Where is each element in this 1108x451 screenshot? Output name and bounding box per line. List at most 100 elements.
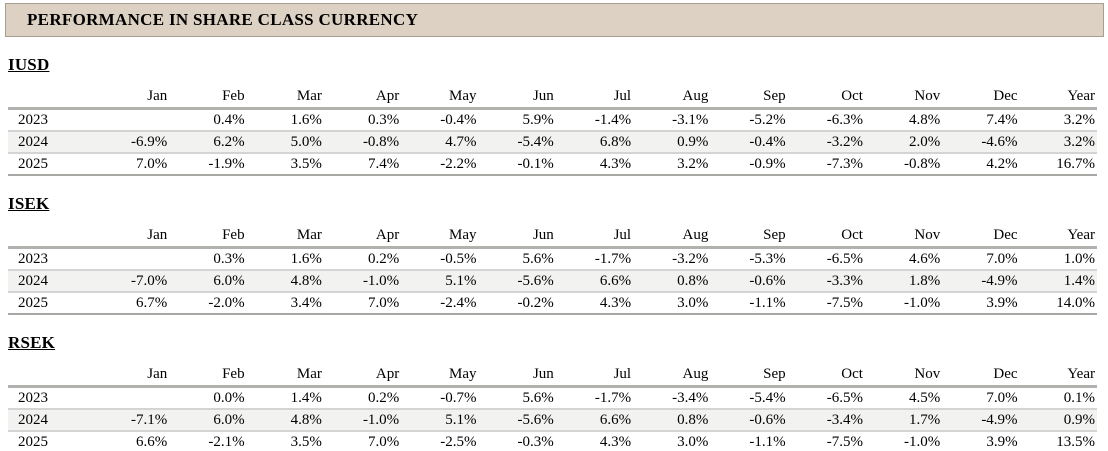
performance-value: -7.5% <box>826 434 863 450</box>
performance-value: -3.4% <box>672 390 709 406</box>
performance-value: -1.7% <box>594 390 632 406</box>
performance-value: 6.0% <box>213 273 245 289</box>
page-title: PERFORMANCE IN SHARE CLASS CURRENCY <box>27 10 419 29</box>
performance-value: -1.0% <box>362 412 400 428</box>
month-column-header: May <box>401 366 479 388</box>
year-row: 2023 0.3% 1.6% 0.2% -0.5% 5.6% -1.7% -3.2% -5.3%… <box>8 248 1097 271</box>
performance-value: -2.1% <box>208 434 245 450</box>
performance-table: Jan Feb Mar Apr May Jun Jul Aug Sep Oct Nov Dec Year… <box>8 366 1097 451</box>
performance-value: -1.0% <box>904 434 941 450</box>
share-class-title: RSEK <box>8 333 56 352</box>
performance-value: 5.1% <box>445 273 477 289</box>
performance-value: -4.9% <box>981 412 1018 428</box>
performance-value: -7.5% <box>826 295 863 311</box>
performance-value: -4.9% <box>981 273 1018 289</box>
year-row: 2024 -7.0% 6.0% 4.8% -1.0% 5.1% -5.6% 6.6% 0.8% -… <box>8 270 1097 292</box>
performance-value: 6.2% <box>213 134 245 150</box>
performance-value: -0.2% <box>517 295 554 311</box>
performance-value: 5.6% <box>522 251 554 267</box>
year-label: 2025 <box>18 434 48 450</box>
performance-value: 0.3% <box>367 112 400 128</box>
month-column-header: Jul <box>555 227 634 249</box>
performance-value: -3.3% <box>826 273 863 289</box>
performance-value: -0.3% <box>517 434 554 450</box>
row-label-corner-cell <box>8 88 92 110</box>
month-column-header: Apr <box>323 88 402 110</box>
performance-value <box>92 248 169 271</box>
month-column-header: Oct <box>787 88 865 110</box>
performance-value: 16.7% <box>1056 156 1095 172</box>
performance-value: 7.0% <box>986 390 1018 406</box>
performance-value: 0.2% <box>367 251 400 267</box>
performance-value: 6.6% <box>599 273 632 289</box>
month-column-header: Dec <box>942 88 1020 110</box>
performance-value: -7.0% <box>131 273 168 289</box>
share-class-section-isek: ISEK Jan Feb Mar Apr May Jun Jul Aug Sep Oct Nov De… <box>0 195 1108 315</box>
month-column-header: Dec <box>942 227 1020 249</box>
performance-value: 4.3% <box>599 156 632 172</box>
performance-value: -0.6% <box>749 273 786 289</box>
performance-value: 14.0% <box>1056 295 1095 311</box>
performance-value: 4.3% <box>599 434 632 450</box>
performance-value: 4.8% <box>909 112 941 128</box>
performance-value: 3.0% <box>677 295 709 311</box>
performance-value: -1.4% <box>594 112 632 128</box>
month-column-header: Nov <box>864 227 943 249</box>
performance-value: 3.9% <box>986 295 1018 311</box>
performance-value: 3.5% <box>290 434 322 450</box>
performance-value: -6.9% <box>131 134 168 150</box>
month-column-header: Year <box>1019 88 1097 110</box>
performance-table: Jan Feb Mar Apr May Jun Jul Aug Sep Oct Nov Dec Year… <box>8 88 1097 176</box>
year-label: 2023 <box>18 112 48 128</box>
performance-value: -7.1% <box>131 412 168 428</box>
year-row: 2023 0.0% 1.4% 0.2% -0.7% 5.6% -1.7% -3.4% -5.4%… <box>8 387 1097 409</box>
performance-value: -0.8% <box>904 156 941 172</box>
month-column-header: Jan <box>92 366 170 388</box>
table-body: 2023 0.4% 1.6% 0.3% -0.4% 5.9% -1.4% -3.1% -5.2%… <box>8 109 1097 175</box>
table-body: 2023 0.3% 1.6% 0.2% -0.5% 5.6% -1.7% -3.2% -5.3%… <box>8 248 1097 314</box>
month-column-header: Sep <box>710 227 788 249</box>
month-column-header: Aug <box>633 88 711 110</box>
performance-value: -5.3% <box>749 251 786 267</box>
share-class-section-iusd: IUSD Jan Feb Mar Apr May Jun Jul Aug Sep Oct Nov De… <box>0 56 1108 176</box>
performance-value: 6.6% <box>136 434 168 450</box>
performance-value: -4.6% <box>981 134 1018 150</box>
month-column-header: Sep <box>710 366 788 388</box>
month-column-header: Jun <box>478 227 556 249</box>
performance-value: -0.7% <box>440 390 477 406</box>
performance-value: -0.8% <box>362 134 400 150</box>
performance-value: 4.2% <box>986 156 1018 172</box>
performance-value: 2.0% <box>909 134 941 150</box>
performance-value: -0.6% <box>749 412 786 428</box>
performance-value: -1.1% <box>749 295 786 311</box>
month-column-header: Nov <box>864 366 943 388</box>
performance-value: -2.2% <box>440 156 477 172</box>
performance-value: -1.7% <box>594 251 632 267</box>
performance-value: -5.4% <box>517 134 554 150</box>
performance-value: 0.2% <box>367 390 400 406</box>
month-column-header: Feb <box>169 227 247 249</box>
performance-value: -2.5% <box>440 434 477 450</box>
performance-value: -6.5% <box>826 390 863 406</box>
month-column-header: May <box>401 88 479 110</box>
share-class-title: IUSD <box>8 55 50 74</box>
performance-value: 0.4% <box>213 112 245 128</box>
performance-value: 1.8% <box>909 273 941 289</box>
performance-value: 0.9% <box>1063 412 1095 428</box>
month-column-header: Feb <box>169 366 247 388</box>
performance-value: 4.6% <box>909 251 941 267</box>
performance-value: 3.4% <box>290 295 322 311</box>
performance-value: 4.5% <box>909 390 941 406</box>
performance-value: -0.1% <box>517 156 554 172</box>
month-column-header: Jun <box>478 366 556 388</box>
share-class-section-rsek: RSEK Jan Feb Mar Apr May Jun Jul Aug Sep Oct Nov De… <box>0 334 1108 451</box>
performance-value: 4.8% <box>290 273 322 289</box>
month-column-header: Mar <box>246 366 324 388</box>
performance-value: 4.8% <box>290 412 322 428</box>
performance-value: 1.7% <box>909 412 941 428</box>
performance-value: 7.0% <box>986 251 1018 267</box>
year-label: 2023 <box>18 390 48 406</box>
month-column-header: Mar <box>246 227 324 249</box>
performance-value: 13.5% <box>1056 434 1095 450</box>
year-label: 2024 <box>18 134 48 150</box>
